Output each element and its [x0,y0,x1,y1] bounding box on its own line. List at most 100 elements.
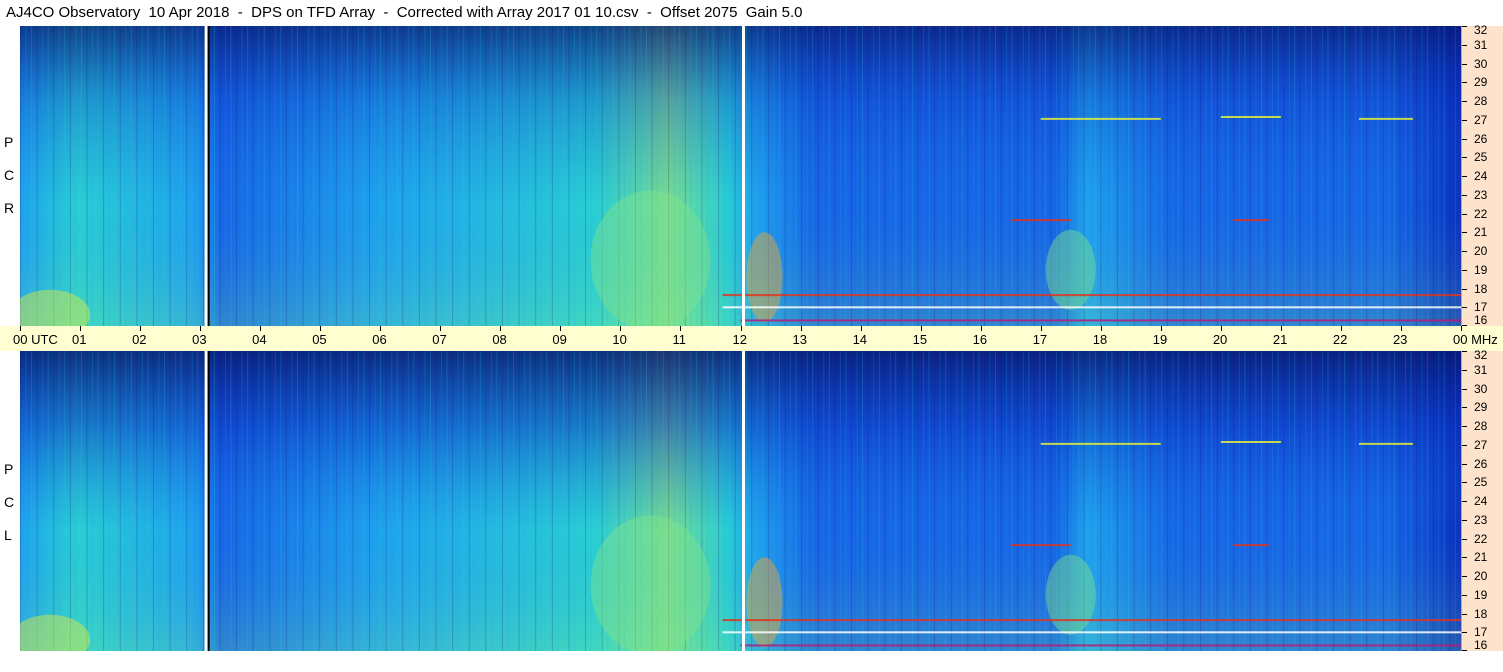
utc-tick-label: 11 [672,332,686,347]
mhz-tick-label: 26 [1474,131,1488,146]
mhz-tick [1462,407,1467,409]
utc-tick-label: 20 [1212,332,1228,347]
utc-tick-label: 19 [1152,332,1168,347]
time-marker-shadow [207,26,210,326]
utc-tick-label: 18 [1092,332,1108,347]
interference-band [1358,442,1413,445]
mhz-tick-label: 31 [1474,362,1488,377]
utc-tick [620,326,622,331]
mhz-tick [1462,26,1467,27]
mhz-tick-label: 22 [1474,206,1488,221]
spectrogram-frequency-shading [20,351,1461,651]
mhz-tick [1462,325,1467,326]
utc-tick [1400,326,1402,331]
utc-tick-label: 16 [972,332,988,347]
mhz-tick [1462,251,1467,252]
utc-tick-label: 01 [72,332,87,347]
rcp-letter-r: R [4,200,15,216]
mhz-tick [1462,519,1467,521]
rcp-frequency-axis: 16 17 18 19 20 21 22 23 24 25 26 27 28 29 30 31 32 [1461,23,1503,326]
rcp-spectrogram-panel [20,26,1461,326]
mhz-tick-label: 22 [1474,531,1488,546]
mhz-tick-label: 32 [1474,23,1488,37]
utc-tick [560,326,562,331]
time-marker-line [742,351,746,651]
mhz-tick [1462,194,1467,196]
mhz-tick [1462,288,1467,290]
lcp-letter-c: C [4,494,15,510]
mhz-tick-label: 25 [1474,475,1488,490]
lcp-spectrogram-panel [20,351,1461,651]
rcp-spectrogram [20,26,1461,326]
mhz-tick-label: 30 [1474,381,1488,396]
utc-tick-label: 13 [792,332,807,347]
mhz-tick-label: 19 [1474,587,1488,602]
mhz-tick-label: 18 [1474,281,1488,296]
chart-title: AJ4CO Observatory 10 Apr 2018 - DPS on T… [0,0,1460,26]
interference-band [722,294,1461,297]
utc-tick-label: 04 [252,332,267,347]
utc-tick [320,326,322,331]
utc-tick-label: 07 [432,332,447,347]
utc-tick-label: 02 [132,332,147,347]
utc-tick [1040,326,1042,331]
utc-tick [740,326,742,331]
mhz-tick [1462,176,1467,177]
interference-band [1010,219,1071,222]
time-marker-line [742,26,746,326]
mhz-tick-label: 17 [1474,625,1488,640]
interference-band [1010,544,1071,547]
noise-burst [746,557,783,648]
utc-tick [500,326,502,331]
utc-tick [980,326,982,331]
rcp-letter-c: C [4,167,15,183]
mhz-tick [1462,351,1467,352]
mhz-tick-label: 24 [1474,169,1488,183]
mhz-tick [1462,426,1467,427]
utc-tick-label: 05 [312,332,327,347]
interference-band [1232,219,1269,222]
mhz-tick [1462,557,1467,559]
mhz-tick [1462,501,1467,502]
noise-burst [746,232,783,323]
utc-tick [1100,326,1102,331]
noise-burst [20,614,91,651]
mhz-tick-label: 31 [1474,37,1488,52]
utc-tick-label: 09 [552,332,567,347]
utc-tick [440,326,442,331]
mhz-tick-label: 24 [1474,494,1488,508]
mhz-tick [1462,538,1467,540]
mhz-tick [1462,138,1467,140]
spectrogram-texture [20,351,1456,651]
mhz-tick-label: 25 [1474,150,1488,165]
utc-tick-label: 23 [1392,332,1408,347]
mhz-tick [1462,232,1467,234]
mhz-tick-label: 20 [1474,569,1488,583]
spectrogram-texture [20,26,1456,326]
mhz-tick-label: 19 [1474,262,1488,277]
mhz-tick-label: 21 [1474,550,1488,565]
utc-tick [1160,326,1162,331]
lcp-letter-l: L [4,527,12,543]
mhz-tick [1462,157,1467,159]
utc-tick-label: 08 [492,332,507,347]
mhz-tick-label: 23 [1474,512,1488,527]
interference-band [722,631,1461,634]
utc-tick-label: 17 [1032,332,1048,347]
mhz-tick-label: 23 [1474,187,1488,202]
time-marker-line [204,26,208,326]
mhz-tick-label: 30 [1474,56,1488,71]
utc-tick-label: 15 [912,332,928,347]
utc-tick-label: 06 [372,332,387,347]
noise-burst [20,289,91,326]
mhz-tick-label: 18 [1474,606,1488,621]
mhz-tick-label: 29 [1474,75,1488,90]
mhz-tick [1462,576,1467,577]
utc-tick [140,326,142,331]
mhz-tick [1462,369,1467,371]
noise-burst [1045,229,1096,310]
utc-tick [380,326,382,331]
mhz-tick-label: 28 [1474,94,1488,108]
lcp-polarization-label: P C L [0,351,20,651]
utc-tick-label: 00 UTC [13,332,58,347]
